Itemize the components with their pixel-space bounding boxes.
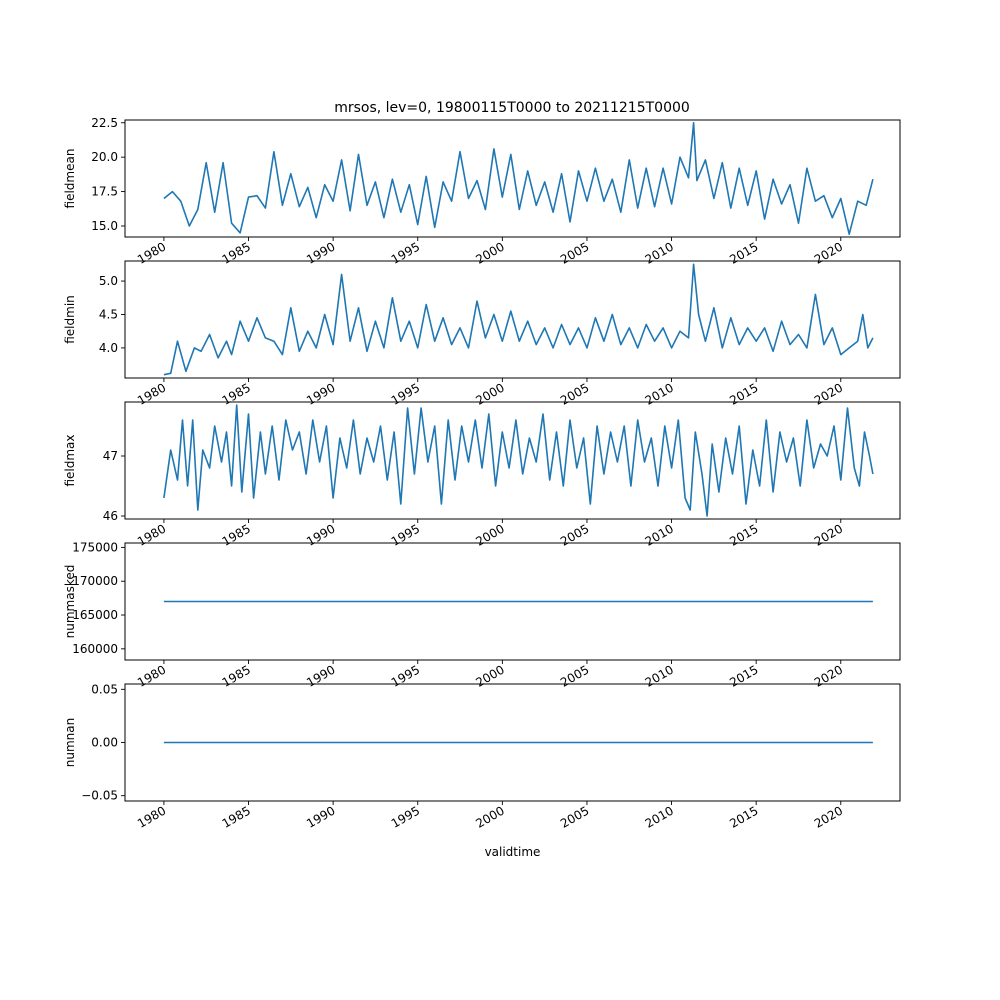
xtick-label: 1990	[304, 803, 337, 830]
xtick-label: 2010	[643, 239, 676, 266]
xtick-label: 2010	[643, 380, 676, 407]
ytick-label: 165000	[72, 608, 118, 622]
xtick-label: 1980	[135, 803, 168, 830]
xtick-label: 1990	[304, 521, 337, 548]
xtick-label: 2000	[473, 380, 506, 407]
y-axis-label-fieldmean: fieldmean	[63, 149, 77, 209]
subplot-fieldmin: 4.0 4.5 5.0 1980 1985 1990 1995 2000 2005 2010 201…	[63, 260, 901, 408]
ytick-label: 5.0	[99, 274, 118, 288]
xtick-label: 2010	[643, 803, 676, 830]
axes-frame-fieldmax	[124, 401, 901, 520]
xtick-label: 1980	[135, 380, 168, 407]
xtick-label: 2000	[473, 239, 506, 266]
xtick-label: 2015	[727, 239, 760, 266]
subplot-numnan: −0.05 0.00 0.05 1980 1985 1990 1995 2000 2005 201…	[63, 682, 901, 859]
ytick-label: 4.5	[99, 307, 118, 321]
xtick-label: 2010	[643, 521, 676, 548]
xtick-label: 2015	[727, 521, 760, 548]
xtick-label: 1985	[220, 239, 253, 266]
y-axis-label-numnan: numnan	[63, 718, 77, 767]
xtick-label: 1995	[389, 521, 422, 548]
xtick-label: 2005	[558, 803, 591, 830]
xtick-label: 1985	[220, 803, 253, 830]
xtick-label: 2010	[643, 662, 676, 689]
xtick-label: 2020	[812, 521, 845, 548]
xtick-label: 1995	[389, 662, 422, 689]
y-axis-label-fieldmin: fieldmin	[63, 295, 77, 344]
ytick-label: 20.0	[91, 150, 118, 164]
subplot-stack: 15.0 17.5 20.0 22.5 1980 1985 1990 1995 2000 2005…	[63, 116, 901, 859]
ytick-label: 22.5	[91, 116, 118, 130]
xtick-label: 1995	[389, 239, 422, 266]
series-line-fieldmin	[163, 263, 874, 376]
xtick-label: 2020	[812, 380, 845, 407]
xtick-label: 2005	[558, 662, 591, 689]
xtick-label: 2020	[812, 803, 845, 830]
series-line-fieldmax	[163, 404, 874, 517]
xtick-label: 2000	[473, 803, 506, 830]
xtick-label: 1985	[220, 662, 253, 689]
ytick-label: 47	[103, 449, 118, 463]
ytick-label: 15.0	[91, 219, 118, 233]
xtick-label: 2005	[558, 239, 591, 266]
xtick-label: 1990	[304, 380, 337, 407]
xtick-label: 1990	[304, 239, 337, 266]
chart-title: mrsos, lev=0, 19800115T0000 to 20211215T…	[334, 100, 690, 116]
xtick-label: 1995	[389, 803, 422, 830]
ytick-label: 0.00	[91, 736, 118, 750]
axes-frame-fieldmean	[124, 119, 901, 238]
axes-frame-fieldmin	[124, 260, 901, 379]
ytick-label: 46	[103, 509, 118, 523]
ytick-label: −0.05	[81, 789, 118, 803]
axes-frame-nummasked	[124, 542, 901, 661]
xtick-label: 2005	[558, 380, 591, 407]
xtick-label: 2015	[727, 662, 760, 689]
xtick-label: 2000	[473, 521, 506, 548]
xtick-label: 2000	[473, 662, 506, 689]
subplot-fieldmax: 46 47 1980 1985 1990 1995 2000 2005 2010 2015 2020…	[63, 401, 901, 549]
xtick-label: 1980	[135, 662, 168, 689]
xtick-label: 1995	[389, 380, 422, 407]
xtick-label: 1985	[220, 380, 253, 407]
xtick-label: 2015	[727, 803, 760, 830]
subplot-nummasked: 160000 165000 170000 175000 1980 1985 1990 1995…	[63, 540, 901, 690]
xtick-label: 1985	[220, 521, 253, 548]
xtick-label: 2005	[558, 521, 591, 548]
xtick-label: 1990	[304, 662, 337, 689]
ytick-label: 0.05	[91, 682, 118, 696]
series-line-fieldmean	[163, 122, 874, 235]
ytick-label: 160000	[72, 642, 118, 656]
xtick-label: 2020	[812, 662, 845, 689]
xtick-label: 1980	[135, 521, 168, 548]
ytick-label: 17.5	[91, 185, 118, 199]
y-axis-label-fieldmax: fieldmax	[63, 434, 77, 486]
y-axis-label-nummasked: nummasked	[63, 565, 77, 639]
subplot-fieldmean: 15.0 17.5 20.0 22.5 1980 1985 1990 1995 2000 2005…	[63, 116, 901, 267]
xtick-label: 1980	[135, 239, 168, 266]
ytick-label: 170000	[72, 574, 118, 588]
ytick-label: 4.0	[99, 341, 118, 355]
xtick-label: 2015	[727, 380, 760, 407]
xtick-label: 2020	[812, 239, 845, 266]
ytick-label: 175000	[72, 540, 118, 554]
x-axis-label: validtime	[485, 845, 541, 859]
